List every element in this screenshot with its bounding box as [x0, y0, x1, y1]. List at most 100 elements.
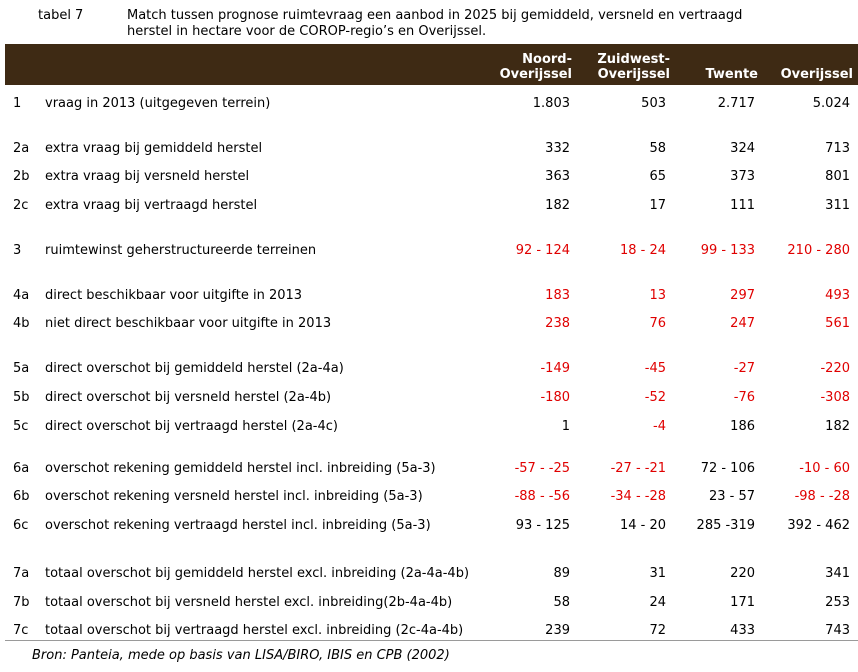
table-row: 6c overschot rekening vertraagd herstel i…	[0, 516, 858, 536]
cell-zuidwest-overijssel: -27 - -21	[610, 461, 666, 476]
cell-overijssel: 392 - 462	[787, 518, 850, 533]
cell-overijssel: 5.024	[812, 96, 850, 111]
cell-zuidwest-overijssel: 31	[649, 566, 666, 581]
cell-twente: -27	[733, 361, 755, 376]
cell-overijssel: -308	[820, 390, 850, 405]
cell-twente: 220	[730, 566, 755, 581]
cell-noord-overijssel: 183	[545, 288, 570, 303]
cell-twente: 247	[730, 316, 755, 331]
header-overijssel-label: Overijssel	[780, 67, 853, 82]
cell-overijssel: 493	[825, 288, 850, 303]
row-label: extra vraag bij vertraagd herstel	[45, 198, 258, 213]
cell-noord-overijssel: 93 - 125	[515, 518, 570, 533]
header-twente: Twente	[705, 67, 758, 82]
cell-twente: 285 -319	[696, 518, 755, 533]
cell-overijssel: 311	[825, 198, 850, 213]
table-row: 5b direct overschot bij versneld herstel …	[0, 388, 858, 408]
header-noord-line2: Overijssel	[499, 67, 572, 82]
cell-twente: 99 - 133	[700, 243, 755, 258]
table-row: 2b extra vraag bij versneld herstel 363 65 3…	[0, 167, 858, 187]
cell-twente: 171	[730, 595, 755, 610]
cell-noord-overijssel: -149	[540, 361, 570, 376]
cell-zuidwest-overijssel: -45	[644, 361, 666, 376]
table-row: 6a overschot rekening gemiddeld herstel i…	[0, 459, 858, 479]
cell-zuidwest-overijssel: -34 - -28	[610, 489, 666, 504]
cell-zuidwest-overijssel: 13	[649, 288, 666, 303]
header-overijssel: Overijssel	[781, 67, 853, 82]
row-number: 4b	[13, 316, 30, 331]
row-label: ruimtewinst geherstructureerde terreinen	[45, 243, 317, 258]
cell-twente: -76	[733, 390, 755, 405]
row-number: 2b	[13, 169, 30, 184]
row-label: vraag in 2013 (uitgegeven terrein)	[45, 96, 271, 111]
cell-zuidwest-overijssel: 17	[649, 198, 666, 213]
cell-overijssel: -10 - 60	[799, 461, 850, 476]
cell-overijssel: 561	[825, 316, 850, 331]
table-row: 7c totaal overschot bij vertraagd herstel…	[0, 621, 858, 641]
table-row: 5a direct overschot bij gemiddeld herstel…	[0, 359, 858, 379]
header-zuidwest-line1: Zuidwest-	[597, 52, 670, 67]
cell-overijssel: 253	[825, 595, 850, 610]
caption-line-1: Match tussen prognose ruimtevraag een aa…	[127, 8, 743, 23]
row-number: 4a	[13, 288, 30, 303]
cell-overijssel: -98 - -28	[794, 489, 850, 504]
row-label: extra vraag bij gemiddeld herstel	[45, 141, 263, 156]
row-label: direct overschot bij gemiddeld herstel (…	[45, 361, 344, 376]
cell-noord-overijssel: 363	[545, 169, 570, 184]
cell-noord-overijssel: 239	[545, 623, 570, 638]
cell-zuidwest-overijssel: -4	[653, 419, 666, 434]
table-header: Noord- Overijssel Zuidwest- Overijssel T…	[5, 44, 858, 85]
row-label: extra vraag bij versneld herstel	[45, 169, 250, 184]
table-row: 7b totaal overschot bij versneld herstel …	[0, 593, 858, 613]
row-label: direct overschot bij versneld herstel (2…	[45, 390, 332, 405]
cell-noord-overijssel: 92 - 124	[515, 243, 570, 258]
row-number: 7b	[13, 595, 30, 610]
cell-overijssel: 341	[825, 566, 850, 581]
cell-twente: 2.717	[717, 96, 755, 111]
row-number: 3	[13, 243, 22, 258]
cell-twente: 23 - 57	[708, 489, 755, 504]
cell-twente: 433	[730, 623, 755, 638]
row-number: 7a	[13, 566, 30, 581]
cell-noord-overijssel: 182	[545, 198, 570, 213]
cell-overijssel: 801	[825, 169, 850, 184]
header-twente-label: Twente	[705, 67, 758, 82]
cell-overijssel: -220	[820, 361, 850, 376]
row-number: 2a	[13, 141, 30, 156]
cell-zuidwest-overijssel: 76	[649, 316, 666, 331]
cell-zuidwest-overijssel: 14 - 20	[619, 518, 666, 533]
row-number: 6b	[13, 489, 30, 504]
table-row: 1 vraag in 2013 (uitgegeven terrein) 1.803…	[0, 94, 858, 114]
cell-overijssel: 210 - 280	[787, 243, 850, 258]
row-label: overschot rekening versneld herstel incl…	[45, 489, 423, 504]
header-noord-line1: Noord-	[522, 52, 572, 67]
table-row: 2a extra vraag bij gemiddeld herstel 332 58…	[0, 139, 858, 159]
table-row: 6b overschot rekening versneld herstel in…	[0, 487, 858, 507]
cell-twente: 373	[730, 169, 755, 184]
cell-noord-overijssel: 1.803	[532, 96, 570, 111]
cell-zuidwest-overijssel: 18 - 24	[619, 243, 666, 258]
source-note: Bron: Panteia, mede op basis van LISA/BI…	[32, 648, 450, 663]
cell-zuidwest-overijssel: -52	[644, 390, 666, 405]
cell-noord-overijssel: -57 - -25	[514, 461, 570, 476]
table-row: 7a totaal overschot bij gemiddeld herstel…	[0, 564, 858, 584]
cell-noord-overijssel: 332	[545, 141, 570, 156]
row-number: 6a	[13, 461, 30, 476]
row-number: 6c	[13, 518, 29, 533]
table-caption: Match tussen prognose ruimtevraag een aa…	[127, 8, 827, 40]
cell-noord-overijssel: -88 - -56	[514, 489, 570, 504]
cell-noord-overijssel: 238	[545, 316, 570, 331]
header-noord-overijssel: Noord- Overijssel	[500, 52, 572, 82]
table-number: tabel 7	[38, 8, 84, 23]
table-row: 4b niet direct beschikbaar voor uitgifte …	[0, 314, 858, 334]
cell-zuidwest-overijssel: 24	[649, 595, 666, 610]
cell-overijssel: 713	[825, 141, 850, 156]
row-number: 2c	[13, 198, 29, 213]
cell-twente: 111	[730, 198, 755, 213]
cell-noord-overijssel: -180	[540, 390, 570, 405]
row-number: 5b	[13, 390, 30, 405]
row-label: totaal overschot bij gemiddeld herstel e…	[45, 566, 470, 581]
cell-twente: 186	[730, 419, 755, 434]
cell-zuidwest-overijssel: 72	[649, 623, 666, 638]
row-label: totaal overschot bij vertraagd herstel e…	[45, 623, 464, 638]
